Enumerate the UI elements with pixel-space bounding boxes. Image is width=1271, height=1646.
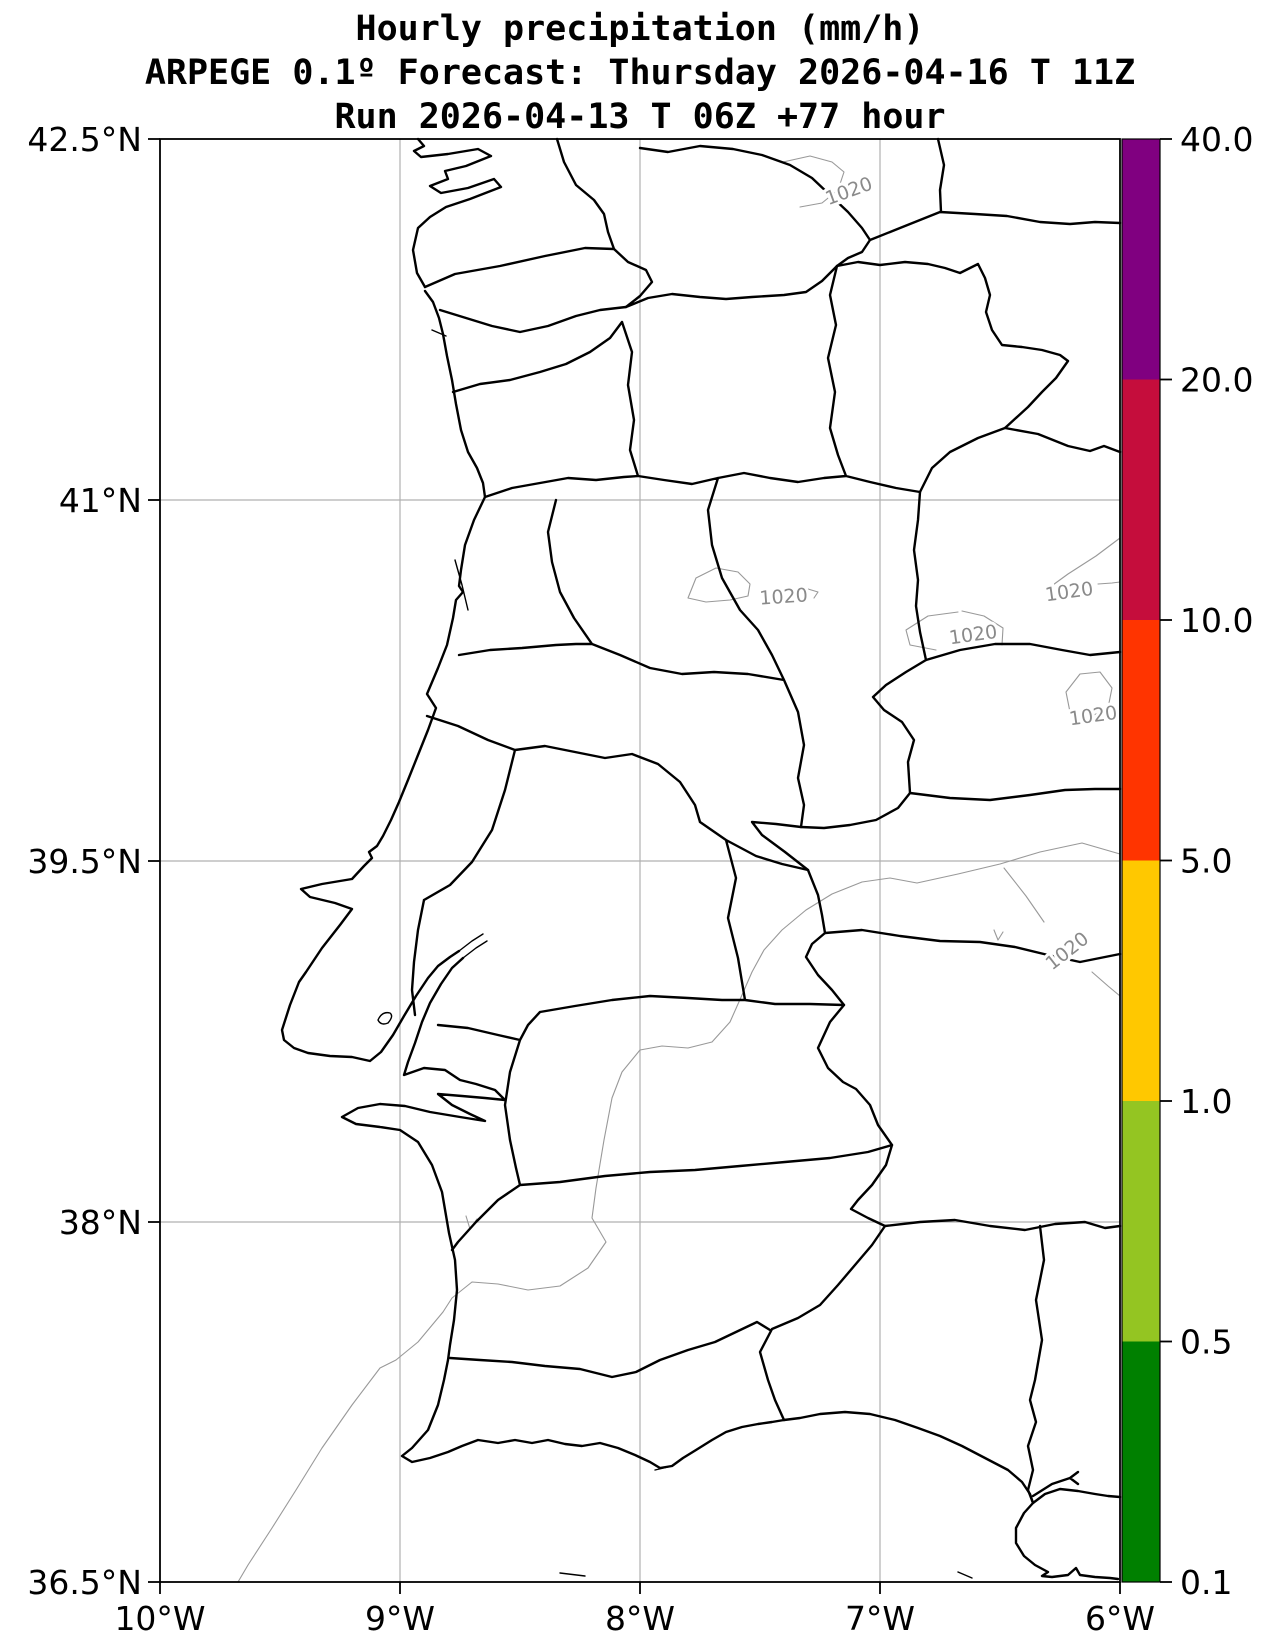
y-tick-41n: 41°N [59, 481, 142, 520]
x-tick-10w: 10°W [114, 1599, 205, 1638]
y-tick-42-5n: 42.5°N [27, 120, 142, 159]
colorbar: 40.0 20.0 10.0 5.0 1.0 0.5 0.1 [1121, 120, 1253, 1602]
cb-tick-1: 1.0 [1180, 1082, 1232, 1121]
colorbar-segments [1122, 139, 1160, 1582]
chart-title: Hourly precipitation (mm/h) [356, 9, 925, 49]
colorbar-ticks [1160, 138, 1172, 1583]
cb-tick-40: 40.0 [1180, 120, 1253, 159]
lagoon-details [377, 329, 973, 1579]
chart-subtitle-forecast: ARPEGE 0.1º Forecast: Thursday 2026-04-1… [145, 53, 1135, 93]
y-tick-36-5n: 36.5°N [27, 1563, 142, 1602]
x-tick-6w: 6°W [1085, 1599, 1155, 1638]
isobar-label-1: 1020 [822, 173, 875, 210]
cb-tick-01: 0.1 [1180, 1563, 1232, 1602]
isobar-contours [237, 155, 1121, 1583]
colorbar-segment [1122, 1341, 1160, 1582]
colorbar-segment [1122, 1101, 1160, 1342]
x-tick-7w: 7°W [845, 1599, 915, 1638]
cb-tick-5: 5.0 [1180, 842, 1232, 881]
isobar-label-5: 1020 [1068, 702, 1119, 731]
colorbar-segment [1122, 620, 1160, 861]
isobar-label-2: 1020 [759, 584, 809, 609]
spain-province-boundaries [555, 137, 1122, 1505]
cb-tick-20: 20.0 [1180, 361, 1253, 400]
colorbar-segment [1122, 139, 1160, 380]
x-axis-labels: 10°W 9°W 8°W 7°W 6°W [114, 1599, 1155, 1638]
cb-tick-05: 0.5 [1180, 1323, 1232, 1362]
y-tick-39-5n: 39.5°N [27, 842, 142, 881]
x-tick-9w: 9°W [365, 1599, 435, 1638]
coastline-borders [280, 137, 1122, 1581]
x-tick-8w: 8°W [605, 1599, 675, 1638]
cb-tick-10: 10.0 [1180, 601, 1253, 640]
chart-subtitle-run: Run 2026-04-13 T 06Z +77 hour [334, 97, 945, 137]
y-tick-38n: 38°N [59, 1203, 142, 1242]
portugal-spain-border [423, 246, 1070, 1422]
coastline-path [280, 137, 1122, 1581]
colorbar-segment [1122, 860, 1160, 1101]
isobar-labels: 1020 1020 1020 1020 1020 1020 [756, 170, 1122, 978]
axis-ticks [148, 138, 1121, 1594]
colorbar-labels: 40.0 20.0 10.0 5.0 1.0 0.5 0.1 [1180, 120, 1253, 1602]
gridlines [160, 139, 1120, 1582]
portugal-district-boundaries [410, 264, 922, 1379]
y-axis-labels: 42.5°N 41°N 39.5°N 38°N 36.5°N [27, 120, 142, 1602]
isobar-label-3: 1020 [1044, 578, 1095, 607]
colorbar-segment [1122, 379, 1160, 620]
isobar-label-6: 1020 [1041, 928, 1093, 975]
